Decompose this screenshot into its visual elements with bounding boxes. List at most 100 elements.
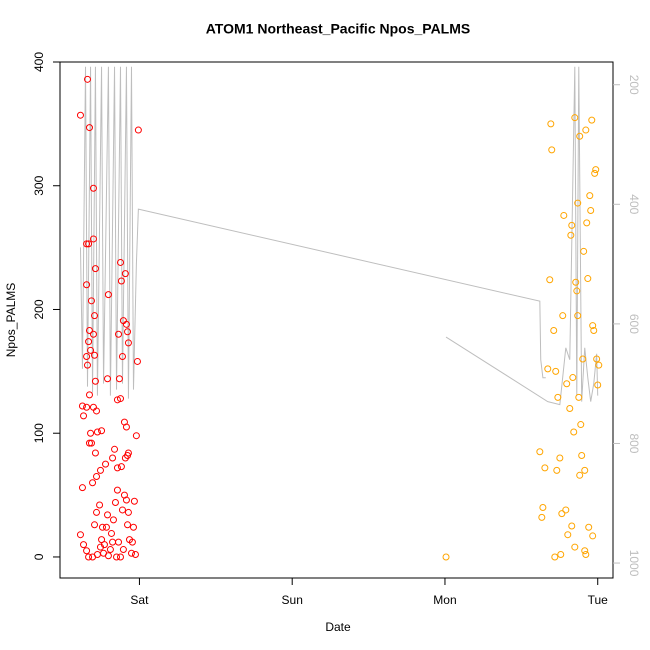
data-point bbox=[91, 449, 99, 457]
data-point bbox=[116, 395, 124, 403]
data-point bbox=[557, 550, 565, 558]
data-point bbox=[121, 454, 129, 462]
data-point bbox=[104, 511, 112, 519]
data-point bbox=[124, 339, 132, 347]
data-point bbox=[83, 75, 91, 83]
data-point bbox=[89, 235, 97, 243]
data-point bbox=[568, 221, 576, 229]
data-point bbox=[576, 132, 584, 140]
data-point bbox=[584, 275, 592, 283]
data-point bbox=[546, 276, 554, 284]
data-point bbox=[85, 124, 93, 132]
data-point bbox=[541, 464, 549, 472]
data-point bbox=[89, 330, 97, 338]
data-point bbox=[98, 523, 106, 531]
y-tick-label: 300 bbox=[32, 175, 46, 195]
data-point bbox=[85, 338, 93, 346]
data-point bbox=[583, 219, 591, 227]
data-point bbox=[85, 240, 93, 248]
data-point bbox=[576, 471, 584, 479]
data-point bbox=[113, 553, 121, 561]
data-point bbox=[124, 508, 132, 516]
data-point bbox=[582, 126, 590, 134]
data-point bbox=[111, 445, 119, 453]
data-point bbox=[566, 404, 574, 412]
x-tick-label: Sat bbox=[130, 593, 149, 607]
data-point bbox=[85, 327, 93, 335]
data-point bbox=[83, 547, 91, 555]
data-point bbox=[558, 510, 566, 518]
data-point bbox=[104, 552, 112, 560]
data-point bbox=[551, 553, 559, 561]
data-point bbox=[587, 206, 595, 214]
data-point bbox=[591, 169, 599, 177]
data-point bbox=[87, 439, 95, 447]
data-point bbox=[91, 351, 99, 359]
data-point bbox=[89, 184, 97, 192]
data-point bbox=[569, 374, 577, 382]
y2-tick-label: 400 bbox=[627, 194, 641, 214]
data-point bbox=[568, 522, 576, 530]
data-point bbox=[91, 377, 99, 385]
data-point bbox=[563, 380, 571, 388]
data-point bbox=[593, 355, 601, 363]
data-point bbox=[536, 448, 544, 456]
data-point bbox=[98, 427, 106, 435]
data-point bbox=[87, 346, 95, 354]
data-point bbox=[548, 146, 556, 154]
data-point bbox=[115, 375, 123, 383]
data-point bbox=[560, 211, 568, 219]
data-point bbox=[573, 287, 581, 295]
data-point bbox=[115, 538, 123, 546]
data-point bbox=[133, 357, 141, 365]
data-point bbox=[567, 231, 575, 239]
x-tick-label: Tue bbox=[588, 593, 609, 607]
data-point bbox=[83, 353, 91, 361]
data-point bbox=[104, 291, 112, 299]
data-point bbox=[91, 521, 99, 529]
data-point bbox=[556, 454, 564, 462]
data-point bbox=[127, 549, 135, 557]
data-point bbox=[581, 547, 589, 555]
data-point bbox=[586, 192, 594, 200]
data-point bbox=[590, 327, 598, 335]
data-point bbox=[442, 553, 450, 561]
data-point bbox=[96, 501, 104, 509]
data-point bbox=[574, 312, 582, 320]
data-point bbox=[93, 473, 101, 481]
data-point bbox=[582, 550, 590, 558]
data-point bbox=[76, 531, 84, 539]
data-point bbox=[83, 361, 91, 369]
data-point bbox=[539, 503, 547, 511]
data-point bbox=[122, 496, 130, 504]
data-point bbox=[121, 270, 129, 278]
data-point bbox=[559, 312, 567, 320]
data-point bbox=[128, 538, 136, 546]
x-axis-label: Date bbox=[325, 620, 351, 634]
data-point bbox=[91, 312, 99, 320]
data-point bbox=[130, 497, 138, 505]
data-point bbox=[116, 553, 124, 561]
data-point bbox=[562, 506, 570, 514]
y2-tick-label: 1000 bbox=[627, 550, 641, 577]
data-point bbox=[109, 454, 117, 462]
data-point bbox=[131, 550, 139, 558]
data-point bbox=[80, 541, 88, 549]
data-point bbox=[134, 126, 142, 134]
data-point bbox=[589, 532, 597, 540]
data-point bbox=[80, 412, 88, 420]
data-point bbox=[554, 393, 562, 401]
data-point bbox=[93, 428, 101, 436]
data-point bbox=[117, 277, 125, 285]
data-point bbox=[78, 402, 86, 410]
data-point bbox=[574, 199, 582, 207]
data-point bbox=[122, 320, 130, 328]
data-point bbox=[550, 327, 558, 335]
data-point bbox=[589, 322, 597, 330]
data-point bbox=[87, 429, 95, 437]
data-point bbox=[83, 240, 91, 248]
data-point bbox=[104, 375, 112, 383]
data-point bbox=[115, 330, 123, 338]
data-point bbox=[119, 546, 127, 554]
